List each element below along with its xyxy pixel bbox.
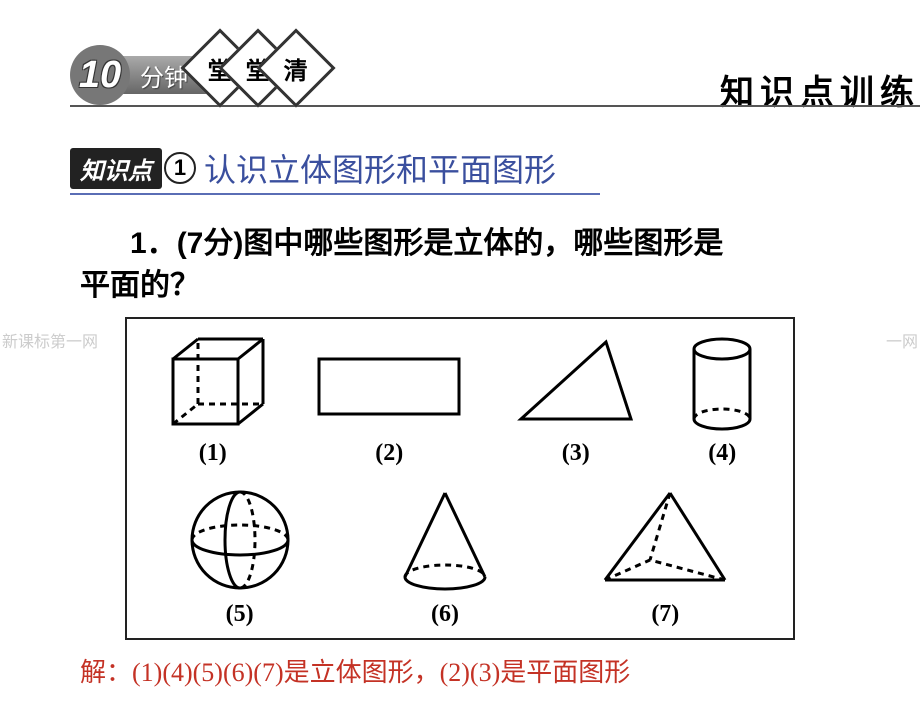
- answer-text: (1)(4)(5)(6)(7)是立体图形，(2)(3)是平面图形: [132, 658, 630, 687]
- shape-rectangle: (2): [309, 334, 469, 467]
- knowledge-point-row: 知识点 1 认识立体图形和平面图形: [70, 145, 920, 191]
- kp-label: 知识点: [70, 148, 162, 189]
- minute-text: 分钟: [140, 58, 188, 93]
- circle-badge: 10: [70, 45, 130, 105]
- shape-sphere: (5): [185, 485, 295, 628]
- label-2: (2): [309, 440, 469, 467]
- shape-tetrahedron: (7): [595, 485, 735, 628]
- question-text: 1．(7分)图中哪些图形是立体的，哪些图形是 平面的？: [80, 223, 860, 307]
- kp-underline: [70, 193, 600, 195]
- badge-number: 10: [79, 54, 121, 97]
- label-5: (5): [185, 601, 295, 628]
- label-7: (7): [595, 601, 735, 628]
- q-line2: 平面的？: [80, 265, 860, 307]
- kp-number: 1: [164, 152, 196, 184]
- watermark-left: 新课标第一网: [2, 328, 98, 352]
- q-number: 1．: [130, 227, 177, 260]
- watermark-right: 一网: [886, 328, 918, 352]
- label-4: (4): [682, 440, 762, 467]
- shape-cube: (1): [158, 334, 268, 467]
- shape-cone: (6): [390, 485, 500, 628]
- shapes-row-1: (1) (2) (3) (4): [137, 334, 783, 467]
- shapes-row-2: (5) (6): [137, 485, 783, 628]
- label-6: (6): [390, 601, 500, 628]
- answer-prefix: 解：: [80, 658, 132, 687]
- kp-title: 认识立体图形和平面图形: [204, 145, 556, 191]
- answer-line: 解：(1)(4)(5)(6)(7)是立体图形，(2)(3)是平面图形: [80, 652, 920, 689]
- q-points: (7分): [177, 227, 244, 260]
- label-3: (3): [511, 440, 641, 467]
- header-bar: 10 分钟 堂 堂 清 知识点训练: [0, 30, 920, 120]
- q-line1: 图中哪些图形是立体的，哪些图形是: [243, 227, 723, 260]
- shape-triangle: (3): [511, 334, 641, 467]
- header-line: [70, 105, 920, 107]
- label-1: (1): [158, 440, 268, 467]
- figure-box: (1) (2) (3) (4): [125, 317, 795, 640]
- diamond-group: 堂 堂 清: [210, 40, 324, 96]
- shape-cylinder: (4): [682, 334, 762, 467]
